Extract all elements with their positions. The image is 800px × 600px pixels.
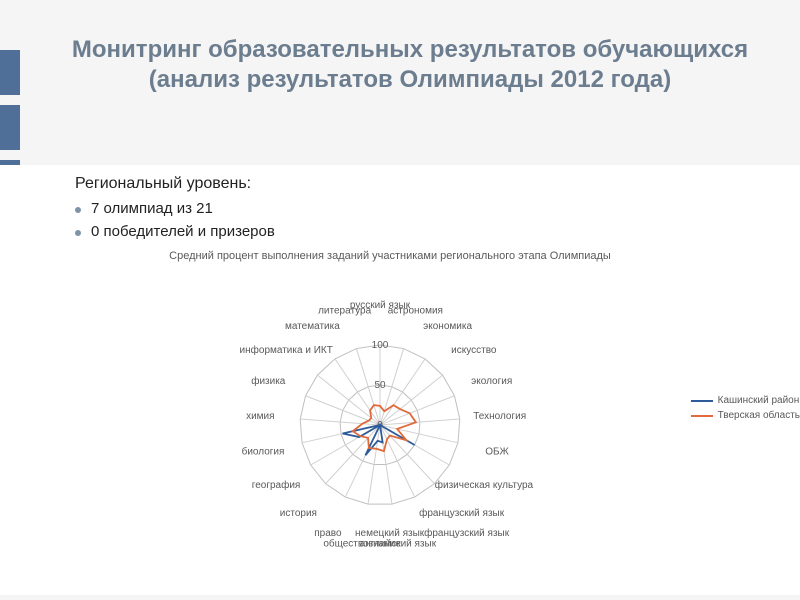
svg-text:50: 50	[374, 380, 386, 391]
svg-text:обществознание: обществознание	[323, 538, 401, 550]
svg-text:астрономия: астрономия	[388, 305, 443, 316]
page-title: Монитринг образовательных результатов об…	[70, 35, 750, 95]
legend-swatch	[691, 400, 713, 402]
bullet-item: 0 победителей и призеров	[75, 223, 275, 240]
svg-text:информатика и ИКТ: информатика и ИКТ	[240, 344, 333, 356]
chart-legend: Кашинский район Тверская область	[691, 395, 800, 425]
svg-text:экономика: экономика	[423, 321, 472, 332]
legend-item: Тверская область	[691, 410, 800, 421]
svg-text:искусство: искусство	[451, 345, 497, 356]
radar-svg: 050100русский языкастрономияэкономикаиск…	[160, 270, 620, 590]
svg-text:право: право	[314, 528, 342, 539]
bullet-item: 7 олимпиад из 21	[75, 200, 275, 217]
accent-box-2	[0, 105, 20, 150]
svg-text:французский язык: французский язык	[419, 507, 505, 519]
accent-box-1	[0, 50, 20, 95]
legend-swatch	[691, 415, 713, 417]
svg-text:немецкий языкфранцузский язык: немецкий языкфранцузский язык	[355, 527, 510, 539]
svg-text:химия: химия	[246, 411, 274, 422]
svg-text:100: 100	[372, 340, 389, 351]
svg-text:география: география	[252, 479, 301, 491]
svg-text:ОБЖ: ОБЖ	[485, 447, 509, 458]
legend-label: Тверская область	[718, 410, 800, 421]
subtitle: Региональный уровень:	[75, 175, 251, 193]
bullet-list: 7 олимпиад из 21 0 победителей и призеро…	[75, 200, 275, 246]
svg-text:биология: биология	[242, 446, 285, 458]
svg-text:литература: литература	[318, 305, 371, 316]
svg-text:экология: экология	[471, 376, 512, 387]
legend-label: Кашинский район	[718, 395, 800, 406]
svg-text:физическая культура: физическая культура	[435, 479, 534, 491]
svg-text:физика: физика	[251, 375, 286, 387]
legend-item: Кашинский район	[691, 395, 800, 406]
chart-title: Средний процент выполнения заданий участ…	[140, 250, 640, 262]
svg-text:математика: математика	[285, 321, 340, 332]
svg-text:Технология: Технология	[473, 411, 526, 422]
svg-text:история: история	[280, 508, 317, 519]
radar-chart: Средний процент выполнения заданий участ…	[70, 250, 730, 585]
